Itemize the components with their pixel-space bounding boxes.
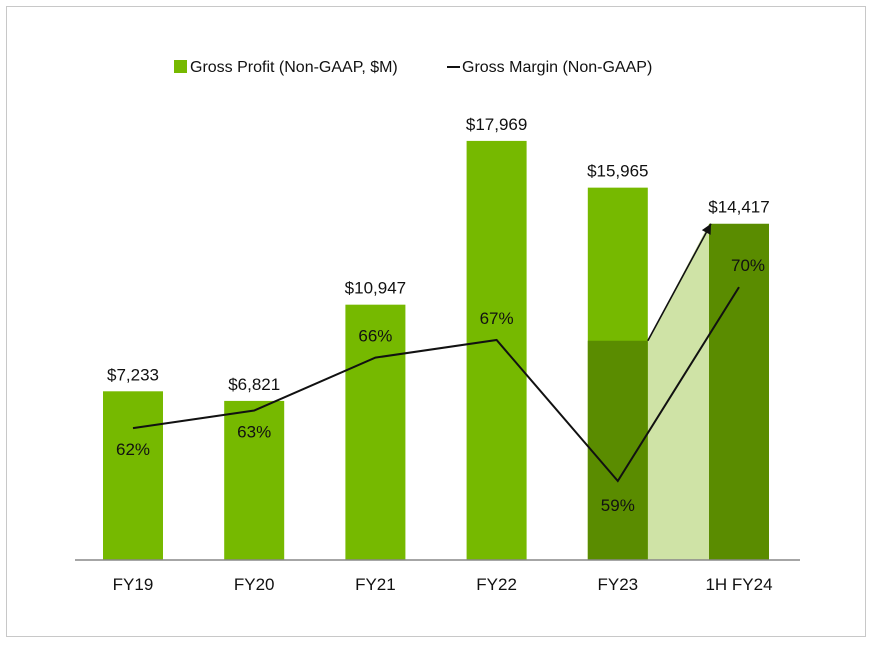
margin-label: 63% [237,423,271,442]
value-label: $10,947 [345,279,406,298]
bar-fy19 [103,391,163,560]
margin-label: 67% [480,309,514,328]
margin-label: 70% [731,256,765,275]
bar-fy21 [345,304,406,560]
bridge-area [647,223,709,561]
bar-fy20 [224,400,285,560]
margin-label: 62% [116,440,150,459]
legend: Gross Profit (Non-GAAP, $M) Gross Margin… [174,59,652,76]
growth-arrow [647,223,712,342]
value-label: $7,233 [107,365,159,384]
bar-1h-fy24 [709,223,769,561]
category-label: FY22 [476,575,517,594]
bar-fy22 [466,140,527,560]
category-label: FY21 [355,575,396,594]
legend-swatch-gross-profit [174,60,187,73]
legend-label-gross-profit: Gross Profit (Non-GAAP, $M) [190,59,398,76]
value-label: $14,417 [708,198,769,217]
margin-line [132,223,740,483]
value-label: $17,969 [466,115,527,134]
labels: $7,233 FY19 $6,821 FY20 $10,947 FY21 $17,969 FY… [107,115,773,594]
category-label: FY23 [597,575,638,594]
bridge-shape [647,223,709,561]
margin-label: 59% [601,496,635,515]
value-label: $15,965 [587,162,648,181]
growth-arrow-head [701,223,711,235]
legend-label-gross-margin: Gross Margin (Non-GAAP) [462,59,652,76]
bars [103,140,769,561]
category-label: 1H FY24 [705,575,772,594]
chart-frame [6,6,866,637]
bar-segment-fy23 [587,340,648,560]
category-label: FY20 [234,575,275,594]
value-label: $6,821 [228,375,280,394]
gross-margin-line [132,286,740,483]
category-label: FY19 [113,575,154,594]
margin-label: 66% [358,327,392,346]
